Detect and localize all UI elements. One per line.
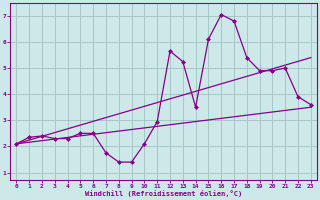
- X-axis label: Windchill (Refroidissement éolien,°C): Windchill (Refroidissement éolien,°C): [85, 190, 242, 197]
